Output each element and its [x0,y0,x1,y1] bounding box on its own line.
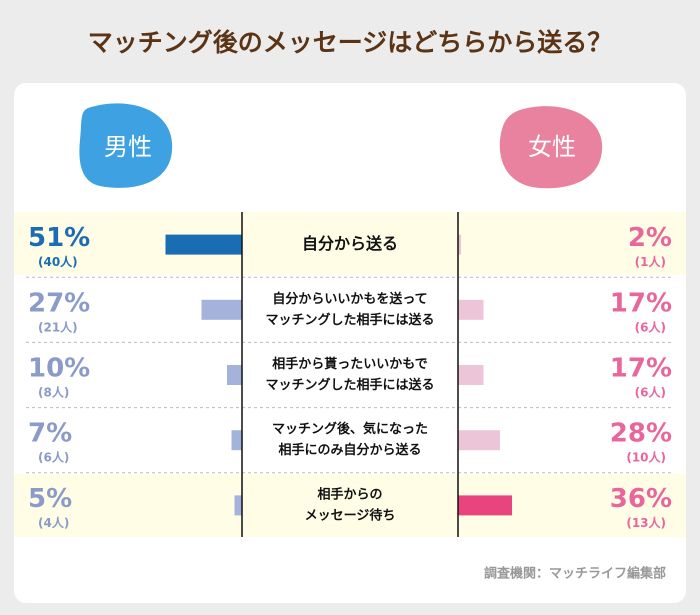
bar [458,495,512,516]
bar [231,430,242,451]
count-label: (8人) [38,385,69,400]
value-label: 7% [28,419,72,449]
bar [458,234,461,255]
category-label: 相手にのみ自分から送る [278,442,421,458]
legend-label: 男性 [104,133,152,161]
value-label: 17% [610,354,672,384]
chart-title: マッチング後のメッセージはどちらから送る？ [88,28,613,57]
row-highlight [14,212,686,275]
bar [227,365,242,385]
bar [234,495,242,516]
value-label: 5% [28,484,72,514]
category-label: マッチング後、気になった [272,421,428,437]
source: 調査機関：マッチライフ編集部 [484,566,666,582]
legend-blob [499,106,603,189]
count-label: (21人) [38,319,78,334]
bar [458,299,484,320]
count-label: (6人) [38,450,69,465]
category-label: マッチングした相手には送る [265,377,434,393]
bar [458,430,500,451]
bar [165,234,242,255]
row-highlight [14,474,686,537]
value-label: 51% [28,223,90,253]
value-label: 28% [610,419,672,449]
count-label: (40人) [38,254,78,269]
count-label: (6人) [635,385,666,400]
category-label: 自分から送る [302,234,398,253]
category-label: 自分からいいかもを送って [272,291,427,307]
category-label: 相手から貰ったいいかもで [272,356,427,372]
category-label: マッチングした相手には送る [265,312,434,328]
value-label: 27% [28,288,90,318]
category-label: メッセージ待ち [305,507,396,523]
value-label: 17% [610,288,672,318]
count-label: (13人) [626,515,666,530]
count-label: (10人) [626,450,666,465]
bar [201,299,242,320]
count-label: (1人) [635,254,666,269]
count-label: (4人) [38,515,69,530]
category-label: 相手からの [317,486,382,502]
value-label: 36% [610,484,672,514]
legend-blob [79,103,173,188]
value-label: 2% [628,223,672,253]
value-label: 10% [28,354,90,384]
legend-label: 女性 [528,133,576,161]
count-label: (6人) [635,319,666,334]
bar [458,365,484,385]
